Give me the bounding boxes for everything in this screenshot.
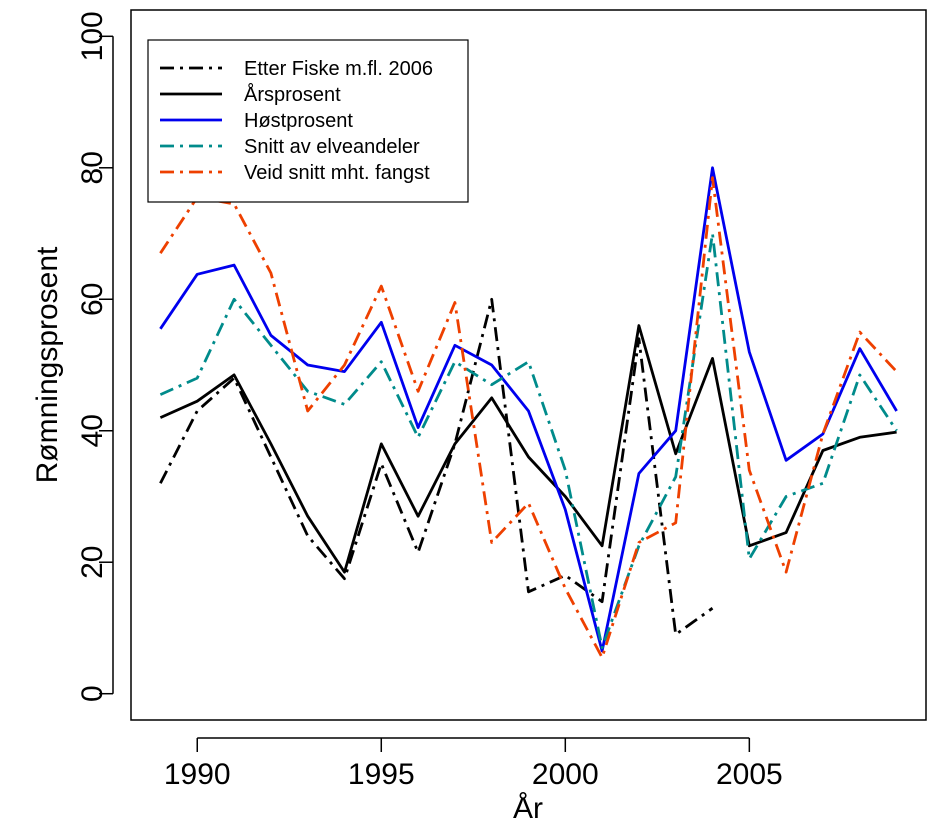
x-tick-label: 1995 xyxy=(348,758,415,791)
x-tick-label: 2005 xyxy=(716,758,783,791)
series-line-5 xyxy=(159,176,898,659)
series-line-2 xyxy=(159,324,897,574)
plot-frame xyxy=(130,9,927,721)
legend-label-4: Snitt av elveandeler xyxy=(244,136,420,158)
legend: Etter Fiske m.fl. 2006 Årsprosent Høstpros… xyxy=(147,39,469,203)
y-axis: 0 20 40 60 80 100 xyxy=(76,11,114,702)
x-tick-label: 1990 xyxy=(164,758,231,791)
series-line-1 xyxy=(159,297,714,636)
legend-label-5: Veid snitt mht. fangst xyxy=(244,162,430,184)
y-axis-label: Rømningsprosent xyxy=(31,246,64,483)
y-tick-label: 80 xyxy=(76,151,109,184)
series-layer xyxy=(159,166,898,659)
x-axis-label: År xyxy=(513,792,543,825)
legend-label-1: Etter Fiske m.fl. 2006 xyxy=(244,58,433,80)
y-tick-label: 20 xyxy=(76,546,109,579)
legend-label-2: Årsprosent xyxy=(244,83,341,106)
x-axis: 1990 1995 2000 2005 xyxy=(164,737,783,791)
x-tick-label: 2000 xyxy=(532,758,599,791)
series-line-3 xyxy=(159,166,898,653)
y-tick-label: 60 xyxy=(76,283,109,316)
series-line-4 xyxy=(159,232,898,650)
y-tick-label: 100 xyxy=(76,11,109,61)
y-tick-label: 0 xyxy=(76,685,109,702)
legend-label-3: Høstprosent xyxy=(244,110,353,132)
y-tick-label: 40 xyxy=(76,414,109,447)
